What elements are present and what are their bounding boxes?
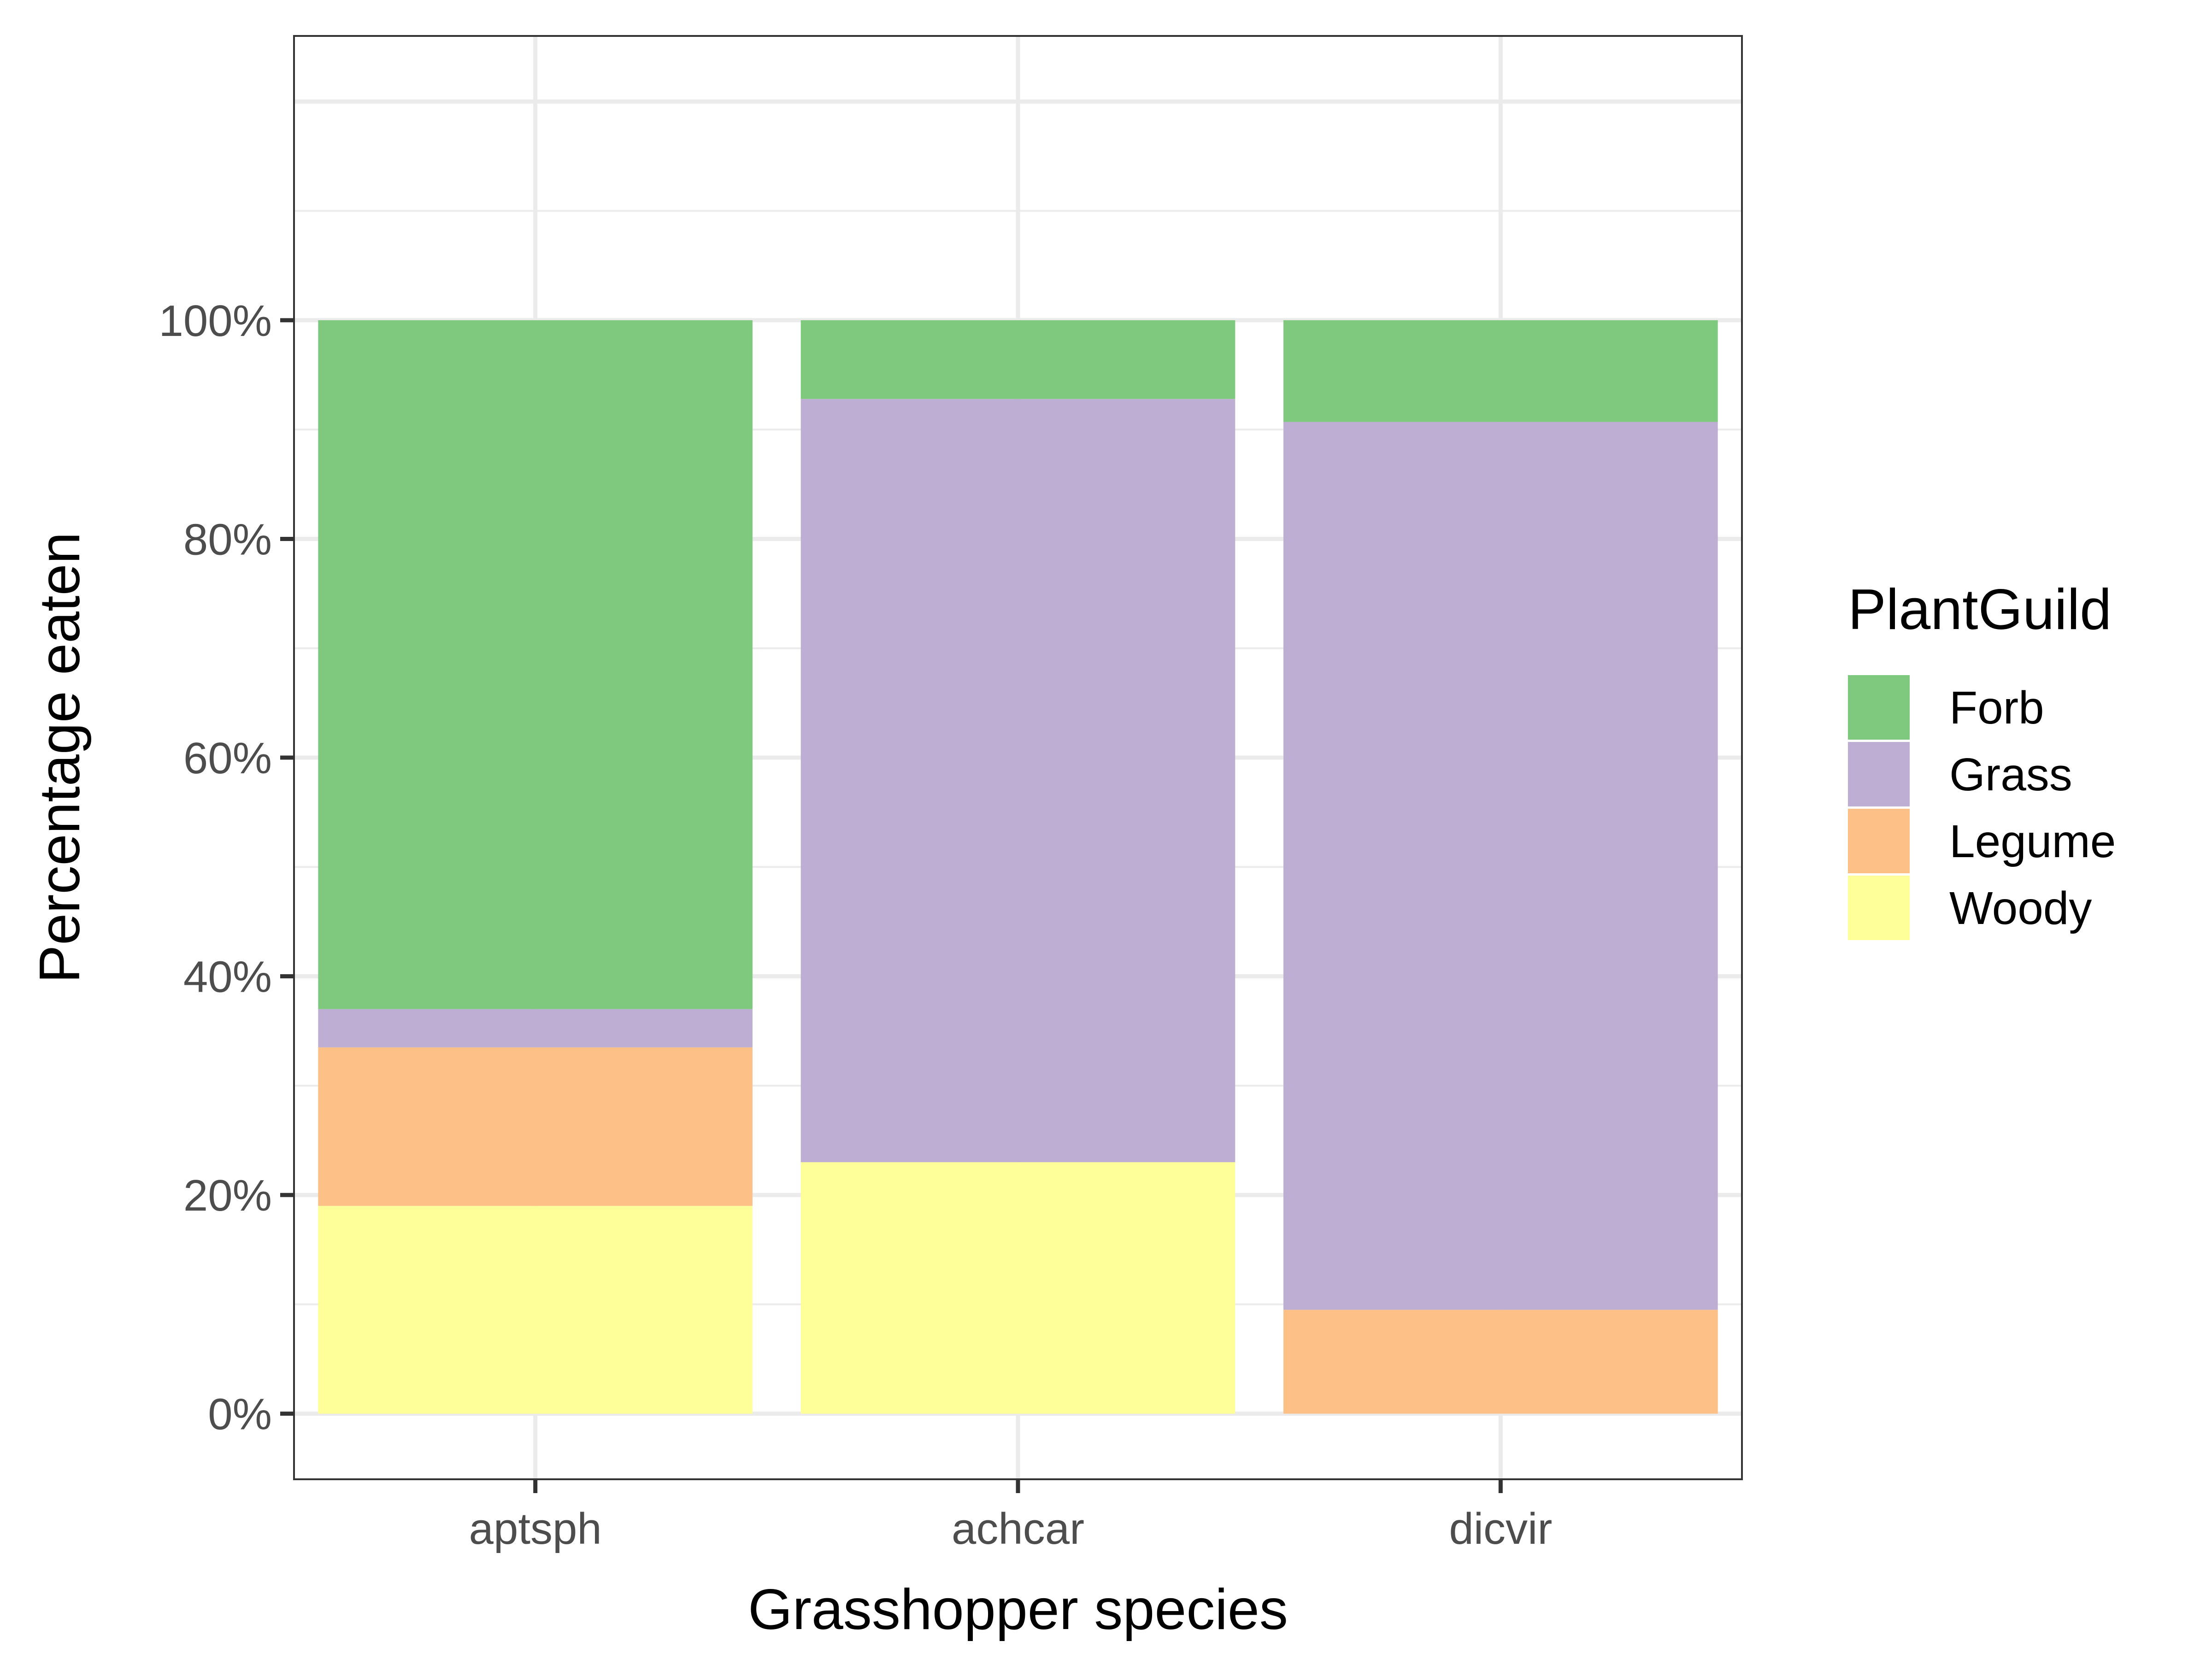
bar-aptsph-forb [318, 320, 753, 1009]
bar-achcar-forb [800, 320, 1235, 399]
legend-label-legume: Legume [1949, 816, 2116, 867]
x-tick-label-dicvir: dicvir [1449, 1504, 1552, 1553]
legend-title: PlantGuild [1848, 578, 2112, 641]
legend-key-grass [1848, 742, 1910, 806]
y-tick-label: 40% [183, 953, 272, 1002]
bar-dicvir-grass [1283, 422, 1718, 1310]
bar-achcar-grass [800, 399, 1235, 1162]
bar-dicvir-forb [1283, 320, 1718, 422]
y-tick-label: 100% [159, 296, 272, 346]
legend-label-woody: Woody [1949, 882, 2092, 934]
x-tick-label-achcar: achcar [952, 1504, 1084, 1553]
y-axis: 0% 20% 40% 60% 80% 100% [159, 296, 294, 1439]
y-axis-title: Percentage eaten [28, 532, 92, 983]
bar-achcar-woody [800, 1162, 1235, 1414]
legend-label-forb: Forb [1949, 682, 2044, 734]
legend-key-woody [1848, 876, 1910, 940]
legend-key-forb [1848, 675, 1910, 740]
y-tick-label: 60% [183, 734, 272, 783]
x-axis-title: Grasshopper species [748, 1578, 1288, 1641]
bar-aptsph-woody [318, 1206, 753, 1414]
bar-dicvir-legume [1283, 1310, 1718, 1414]
bar-aptsph-grass [318, 1009, 753, 1047]
bars [318, 320, 1718, 1414]
bar-aptsph-legume [318, 1047, 753, 1206]
x-tick-label-aptsph: aptsph [469, 1504, 602, 1553]
x-axis: aptsph achcar dicvir [469, 1479, 1552, 1553]
legend: PlantGuild Forb Grass Legume Woody [1848, 578, 2116, 940]
legend-label-grass: Grass [1949, 749, 2072, 800]
legend-key-legume [1848, 809, 1910, 873]
y-tick-label: 80% [183, 515, 272, 564]
y-tick-label: 0% [208, 1390, 272, 1439]
y-tick-label: 20% [183, 1171, 272, 1220]
